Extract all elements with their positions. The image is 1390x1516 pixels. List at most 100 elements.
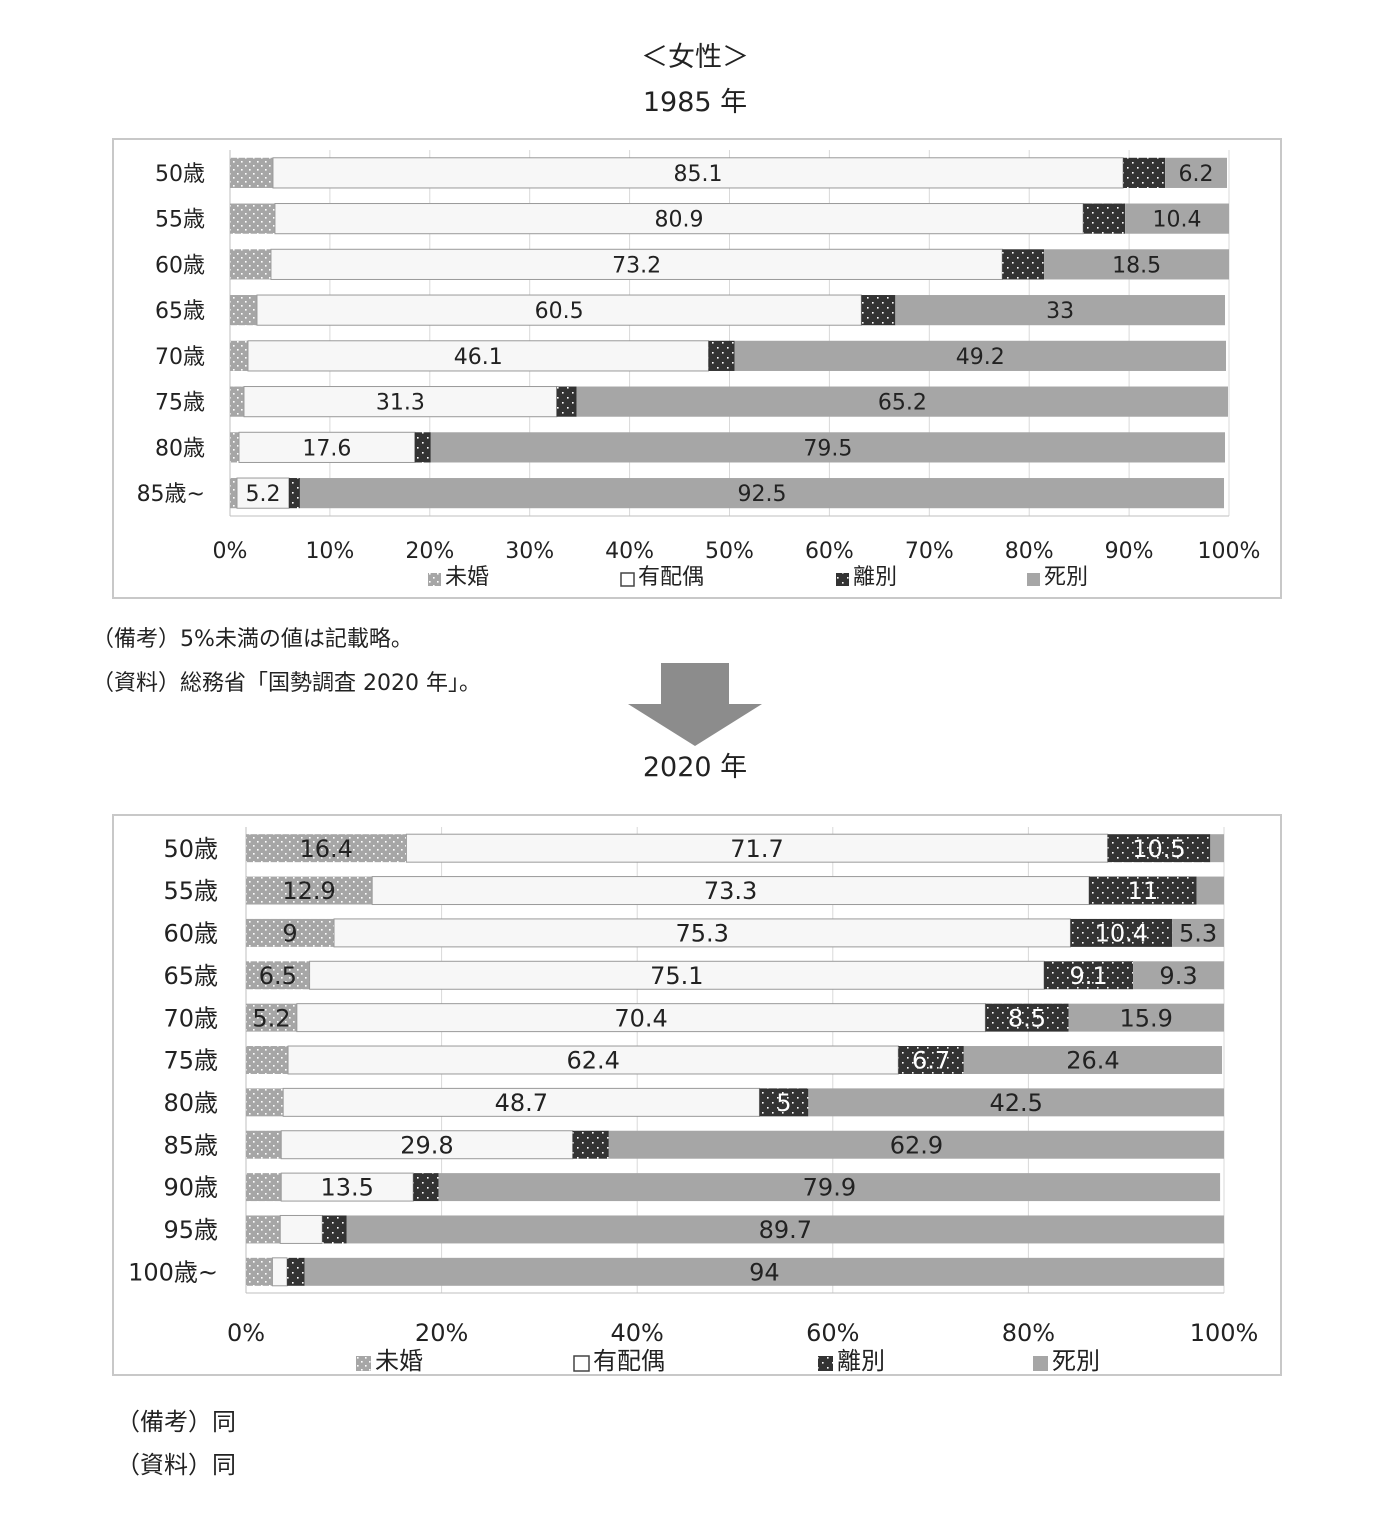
category-label: 50歳: [163, 835, 218, 863]
x-tick-label: 100%: [1190, 1319, 1259, 1347]
bar-segment-married: [296, 1003, 986, 1033]
bar-segment-widowed: [438, 1173, 1221, 1202]
bar-segment-widowed: [430, 432, 1226, 463]
bar-segment-widowed: [1196, 876, 1224, 905]
bar-segment-divorced: [1070, 918, 1173, 947]
chart-title: ＜女性＞: [641, 42, 749, 73]
legend-swatch: [1027, 573, 1040, 586]
data-label: 42.5: [989, 1089, 1042, 1117]
data-label: 5.2: [245, 482, 280, 507]
x-tick-label: 30%: [505, 539, 554, 564]
data-label: 5.3: [1179, 920, 1217, 948]
legend-label: 未婚: [375, 1347, 423, 1375]
bar-segment-divorced: [288, 478, 300, 509]
bar-segment-widowed: [1210, 834, 1224, 863]
down-arrow-icon: [628, 663, 762, 746]
bar-segment-unmarried: [246, 1173, 282, 1202]
bar-segment-married: [256, 294, 862, 326]
bar-segment-divorced: [414, 432, 431, 463]
bar-segment-unmarried: [246, 1046, 289, 1074]
bar-segment-widowed: [1165, 157, 1228, 188]
bar-segment-unmarried: [246, 1003, 297, 1032]
bar-segment-unmarried: [230, 157, 273, 188]
data-label: 5: [776, 1089, 791, 1117]
bar-segment-divorced: [1002, 249, 1045, 280]
x-tick-label: 0%: [213, 539, 248, 564]
bar-segment-divorced: [759, 1088, 809, 1117]
bar-segment-widowed: [346, 1215, 1224, 1244]
data-label: 6.5: [259, 962, 297, 990]
bar-segment-married: [279, 1214, 323, 1244]
data-label: 31.3: [376, 391, 425, 416]
data-label: 9.3: [1159, 962, 1197, 990]
bar-segment-divorced: [556, 386, 577, 417]
x-tick-label: 50%: [705, 539, 754, 564]
category-label: 95歳: [163, 1216, 218, 1244]
bar-segment-unmarried: [246, 1088, 284, 1117]
legend-label: 死別: [1044, 565, 1088, 590]
bar-segment-married: [238, 431, 416, 463]
legend-label: 離別: [853, 565, 897, 590]
data-label: 85.1: [674, 162, 723, 187]
bar-segment-unmarried: [246, 918, 335, 947]
data-label: 79.5: [803, 436, 852, 461]
x-tick-label: 100%: [1198, 539, 1261, 564]
data-label: 5.2: [252, 1004, 290, 1032]
data-label: 33: [1046, 299, 1074, 324]
note-source-2020: （資料）同: [116, 1451, 236, 1479]
category-label: 80歳: [155, 436, 205, 461]
data-label: 71.7: [730, 835, 783, 863]
data-label: 75.3: [676, 920, 729, 948]
bar-segment-widowed: [1068, 1003, 1224, 1032]
category-label: 60歳: [155, 253, 205, 278]
bar-segment-widowed: [608, 1130, 1224, 1159]
chart-2020: 0% 20% 40% 60% 80% 100% 50歳 16.4 71.7 10.5 55歳 12.9…: [112, 814, 1282, 1376]
bar-segment-widowed: [1133, 961, 1224, 990]
legend-swatch: [620, 572, 635, 587]
data-label: 70.4: [614, 1004, 667, 1032]
x-tick-label: 70%: [905, 539, 954, 564]
category-label: 50歳: [155, 162, 205, 187]
data-label: 79.9: [803, 1174, 856, 1202]
x-tick-label: 80%: [1002, 1319, 1055, 1347]
data-label: 9: [282, 920, 297, 948]
legend-label: 有配偶: [593, 1347, 665, 1375]
data-label: 48.7: [495, 1089, 548, 1117]
legend-swatch: [356, 1356, 371, 1371]
data-label: 46.1: [454, 345, 503, 370]
bar-segment-divorced: [1123, 157, 1166, 188]
data-label: 16.4: [299, 835, 352, 863]
bar-segment-unmarried: [246, 1257, 273, 1286]
bar-segment-married: [243, 386, 558, 418]
bar-segment-unmarried: [230, 340, 248, 371]
bar-segment-married: [236, 477, 290, 509]
category-label: 80歳: [163, 1089, 218, 1117]
data-label: 73.3: [704, 877, 757, 905]
bar-segment-married: [272, 157, 1124, 189]
legend-swatch: [428, 573, 441, 586]
bar-segment-married: [270, 248, 1003, 280]
category-label: 60歳: [163, 920, 218, 948]
x-tick-label: 20%: [405, 539, 454, 564]
legend-label: 離別: [837, 1347, 885, 1375]
note-remarks-2020: （備考）同: [116, 1408, 236, 1436]
data-label: 13.5: [321, 1174, 374, 1202]
category-label: 85歳: [163, 1131, 218, 1159]
data-label: 17.6: [302, 436, 351, 461]
bar-segment-married: [287, 1045, 899, 1075]
data-label: 11: [1128, 877, 1159, 905]
data-label: 6.7: [912, 1047, 950, 1075]
chart-subtitle-1985: 1985 年: [642, 87, 748, 118]
data-label: 62.9: [890, 1131, 943, 1159]
category-label: 85歳~: [137, 482, 205, 507]
bar-segment-unmarried: [230, 295, 257, 326]
bar-segment-unmarried: [230, 203, 275, 234]
bar-segment-divorced: [1107, 834, 1211, 863]
data-label: 92.5: [737, 482, 786, 507]
category-label: 65歳: [163, 962, 218, 990]
bar-segment-divorced: [985, 1003, 1069, 1032]
data-label: 49.2: [956, 345, 1005, 370]
category-label: 75歳: [155, 391, 205, 416]
data-label: 10.4: [1153, 208, 1202, 233]
data-label: 80.9: [655, 208, 704, 233]
